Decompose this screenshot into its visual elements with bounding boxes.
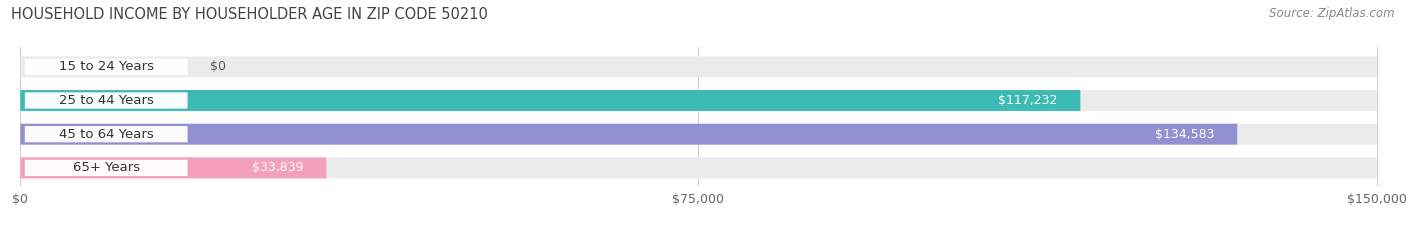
Text: $33,839: $33,839: [252, 161, 304, 174]
Text: 45 to 64 Years: 45 to 64 Years: [59, 128, 153, 141]
Text: 65+ Years: 65+ Years: [73, 161, 139, 174]
Text: 15 to 24 Years: 15 to 24 Years: [59, 60, 153, 73]
FancyBboxPatch shape: [20, 158, 1376, 178]
FancyBboxPatch shape: [20, 90, 1376, 111]
FancyBboxPatch shape: [20, 124, 1376, 145]
FancyBboxPatch shape: [20, 56, 1376, 77]
Text: $0: $0: [209, 60, 226, 73]
Text: 25 to 44 Years: 25 to 44 Years: [59, 94, 153, 107]
Text: HOUSEHOLD INCOME BY HOUSEHOLDER AGE IN ZIP CODE 50210: HOUSEHOLD INCOME BY HOUSEHOLDER AGE IN Z…: [11, 7, 488, 22]
FancyBboxPatch shape: [25, 160, 187, 176]
FancyBboxPatch shape: [25, 126, 187, 142]
FancyBboxPatch shape: [20, 124, 1237, 145]
Text: $134,583: $134,583: [1156, 128, 1215, 141]
FancyBboxPatch shape: [25, 92, 187, 109]
FancyBboxPatch shape: [25, 59, 187, 75]
FancyBboxPatch shape: [20, 90, 1080, 111]
Text: $117,232: $117,232: [998, 94, 1057, 107]
FancyBboxPatch shape: [20, 158, 326, 178]
Text: Source: ZipAtlas.com: Source: ZipAtlas.com: [1270, 7, 1395, 20]
